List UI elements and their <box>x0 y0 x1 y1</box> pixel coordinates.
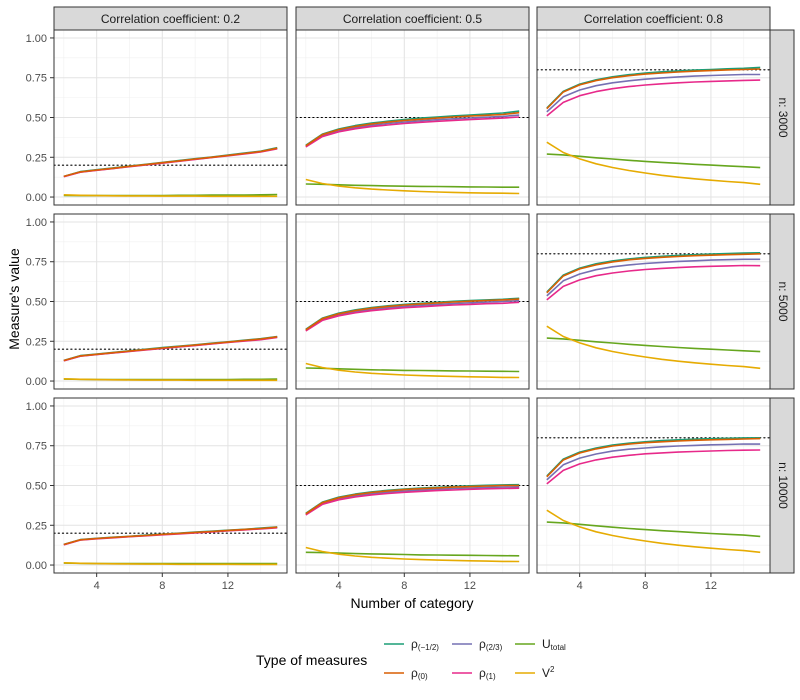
panel-border <box>295 29 530 206</box>
legend-label-subscript: total <box>551 643 566 652</box>
series-line-rho_0 <box>305 111 520 147</box>
legend-label-rho_0: ρ(0) <box>411 666 428 681</box>
series-line-rho_23 <box>305 486 520 516</box>
x-tick-label: 8 <box>642 580 648 592</box>
x-tick-label: 12 <box>222 580 234 592</box>
y-tick-label: 0.75 <box>26 441 47 453</box>
y-tick-label: 0.50 <box>26 481 47 493</box>
series-line-rho_m12 <box>546 437 761 477</box>
facet-strip-row <box>769 29 795 206</box>
panel-border <box>295 397 530 574</box>
legend-label-base: V <box>542 666 550 680</box>
series-line-V2 <box>305 546 520 563</box>
y-tick-label: 0.25 <box>26 520 47 532</box>
x-tick-label: 8 <box>401 580 407 592</box>
series-line-V2 <box>63 378 278 382</box>
legend-label-subscript: (0) <box>418 672 428 681</box>
series-line-rho_1 <box>305 487 520 516</box>
facet-strip-row-label: n: 5000 <box>776 281 790 321</box>
y-tick-label: 0.25 <box>26 336 47 348</box>
legend-label-U_total: Utotal <box>542 637 566 652</box>
panel-border <box>536 213 771 390</box>
legend-label-base: ρ <box>411 637 418 651</box>
legend-title: Type of measures <box>256 652 367 668</box>
series-line-U_total <box>546 337 761 353</box>
x-tick-label: 8 <box>159 580 165 592</box>
panel-border <box>536 397 771 574</box>
facet-strip-col-label: Correlation coefficient: 0.5 <box>343 12 483 26</box>
series-line-rho_0 <box>63 336 278 362</box>
series-line-rho_0 <box>546 437 761 478</box>
series-line-rho_0 <box>63 526 278 546</box>
legend-label-rho_m12: ρ(−1/2) <box>411 637 439 652</box>
series-line-rho_23 <box>546 73 761 113</box>
legend-label-base: ρ <box>411 666 418 680</box>
facet-strip-row-label: n: 10000 <box>776 462 790 509</box>
facet-strip-row <box>769 397 795 574</box>
legend-label-subscript: (1) <box>486 672 496 681</box>
series-line-V2 <box>546 141 761 186</box>
y-tick-label: 0.75 <box>26 73 47 85</box>
series-line-U_total <box>305 367 520 373</box>
y-tick-label: 0.25 <box>26 152 47 164</box>
y-tick-label: 0.50 <box>26 113 47 125</box>
y-tick-label: 1.00 <box>26 401 47 413</box>
series-line-rho_23 <box>546 443 761 481</box>
legend-label-V2: V2 <box>542 665 555 680</box>
legend-label-rho_1: ρ(1) <box>479 666 496 681</box>
series-line-rho_0 <box>305 298 520 331</box>
x-axis-title: Number of category <box>351 595 474 611</box>
series-line-V2 <box>546 325 761 370</box>
series-line-rho_0 <box>63 147 278 178</box>
legend-label-rho_23: ρ(2/3) <box>479 637 503 652</box>
facet-strip-col-label: Correlation coefficient: 0.2 <box>101 12 241 26</box>
series-line-U_total <box>305 183 520 188</box>
series-line-rho_1 <box>546 264 761 301</box>
series-line-rho_23 <box>305 299 520 332</box>
series-line-rho_0 <box>546 253 761 294</box>
series-line-rho_0 <box>546 68 761 110</box>
series-line-rho_1 <box>305 301 520 332</box>
series-line-U_total <box>305 551 520 557</box>
series-line-V2 <box>63 562 278 566</box>
series-line-rho_23 <box>546 258 761 297</box>
y-tick-label: 0.00 <box>26 192 47 204</box>
series-line-V2 <box>305 362 520 379</box>
legend-label-superscript: 2 <box>550 665 555 674</box>
panel-border <box>536 29 771 206</box>
series-line-rho_1 <box>305 116 520 148</box>
x-tick-label: 4 <box>94 580 100 592</box>
legend-label-base: ρ <box>479 637 486 651</box>
x-tick-label: 4 <box>336 580 342 592</box>
legend-label-subscript: (−1/2) <box>418 643 439 652</box>
legend-label-subscript: (2/3) <box>486 643 503 652</box>
y-tick-label: 0.50 <box>26 297 47 309</box>
x-tick-label: 4 <box>577 580 583 592</box>
y-axis-title: Measure's value <box>6 248 22 350</box>
facet-strip-col-label: Correlation coefficient: 0.8 <box>584 12 724 26</box>
series-line-rho_1 <box>546 449 761 485</box>
y-tick-label: 0.00 <box>26 376 47 388</box>
series-line-U_total <box>546 521 761 538</box>
y-tick-label: 0.75 <box>26 257 47 269</box>
series-line-rho_m12 <box>546 252 761 293</box>
facet-strip-row-label: n: 3000 <box>776 97 790 137</box>
y-tick-label: 1.00 <box>26 33 47 45</box>
series-line-U_total <box>546 153 761 169</box>
series-line-rho_0 <box>305 484 520 515</box>
y-tick-label: 1.00 <box>26 217 47 229</box>
series-line-V2 <box>546 509 761 554</box>
series-line-rho_1 <box>546 79 761 117</box>
series-line-V2 <box>305 178 520 195</box>
series-line-rho_23 <box>305 114 520 148</box>
legend-label-base: ρ <box>479 666 486 680</box>
legend-label-base: U <box>542 637 551 651</box>
x-tick-label: 12 <box>464 580 476 592</box>
x-tick-label: 12 <box>705 580 717 592</box>
panel-border <box>295 213 530 390</box>
series-line-V2 <box>63 194 278 198</box>
y-tick-label: 0.00 <box>26 560 47 572</box>
